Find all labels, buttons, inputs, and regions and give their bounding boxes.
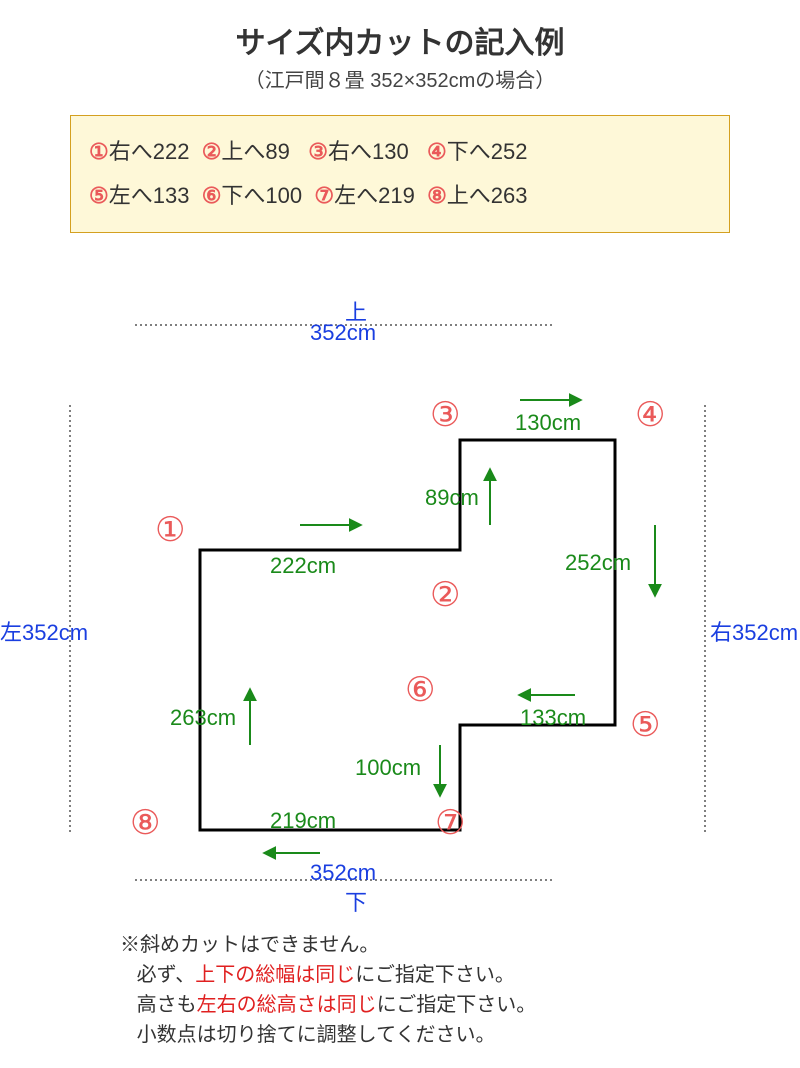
instr-text: 右へ222	[109, 139, 190, 164]
seg-1-label: 222cm	[270, 553, 336, 579]
node-4-label: ④	[635, 395, 665, 435]
instr-text: 下へ252	[447, 139, 528, 164]
bottom-side-value: 352cm	[310, 860, 376, 886]
instr-text: 上へ89	[221, 139, 289, 164]
seg-5-label: 133cm	[520, 705, 586, 731]
note-line-4: 小数点は切り捨てに調整してください。	[120, 1020, 536, 1050]
seg-6-label: 100cm	[355, 755, 421, 781]
top-side-value: 352cm	[310, 320, 376, 346]
instr-num: ②	[202, 139, 222, 164]
instr-num: ④	[427, 139, 447, 164]
instr-text: 右へ130	[328, 139, 409, 164]
seg-4-label: 252cm	[565, 550, 631, 576]
instr-text: 左へ133	[109, 183, 190, 208]
diagram: 上 352cm 352cm 下 左352cm 右352cm 222cm 89cm…	[0, 295, 800, 915]
seg-8-label: 263cm	[170, 705, 236, 731]
instr-text: 左へ219	[334, 183, 415, 208]
instr-text: 上へ263	[447, 183, 528, 208]
notes: ※斜めカットはできません。 必ず、上下の総幅は同じにご指定下さい。 高さも左右の…	[120, 930, 536, 1050]
note-line-1: ※斜めカットはできません。	[120, 930, 536, 960]
node-5-label: ⑤	[630, 705, 660, 745]
instruction-row-2: ⑤左へ133 ⑥下へ100 ⑦左へ219 ⑧上へ263	[89, 174, 711, 218]
instr-num: ⑧	[427, 183, 447, 208]
seg-3-label: 130cm	[515, 410, 581, 436]
node-3-label: ③	[430, 395, 460, 435]
node-2-label: ②	[430, 575, 460, 615]
instr-num: ③	[308, 139, 328, 164]
right-side-label: 右352cm	[710, 615, 798, 647]
seg-7-label: 219cm	[270, 808, 336, 834]
instr-num: ①	[89, 139, 109, 164]
bottom-side-label: 下	[345, 885, 367, 917]
instr-num: ⑤	[89, 183, 109, 208]
left-side-label: 左352cm	[0, 615, 88, 647]
note-line-3: 高さも左右の総高さは同じにご指定下さい。	[120, 990, 536, 1020]
note-line-2: 必ず、上下の総幅は同じにご指定下さい。	[120, 960, 536, 990]
title: サイズ内カットの記入例	[0, 0, 800, 62]
node-1-label: ①	[155, 510, 185, 550]
instruction-row-1: ①右へ222 ②上へ89 ③右へ130 ④下へ252	[89, 130, 711, 174]
page: サイズ内カットの記入例 （江戸間８畳 352×352cmの場合） ①右へ222 …	[0, 0, 800, 1068]
instruction-box: ①右へ222 ②上へ89 ③右へ130 ④下へ252 ⑤左へ133 ⑥下へ100…	[70, 115, 730, 233]
node-7-label: ⑦	[435, 803, 465, 843]
instr-num: ⑥	[202, 183, 222, 208]
diagram-svg	[0, 295, 800, 915]
instr-text: 下へ100	[221, 183, 302, 208]
instr-num: ⑦	[314, 183, 334, 208]
node-6-label: ⑥	[405, 670, 435, 710]
subtitle: （江戸間８畳 352×352cmの場合）	[0, 64, 800, 93]
node-8-label: ⑧	[130, 803, 160, 843]
seg-2-label: 89cm	[425, 485, 479, 511]
